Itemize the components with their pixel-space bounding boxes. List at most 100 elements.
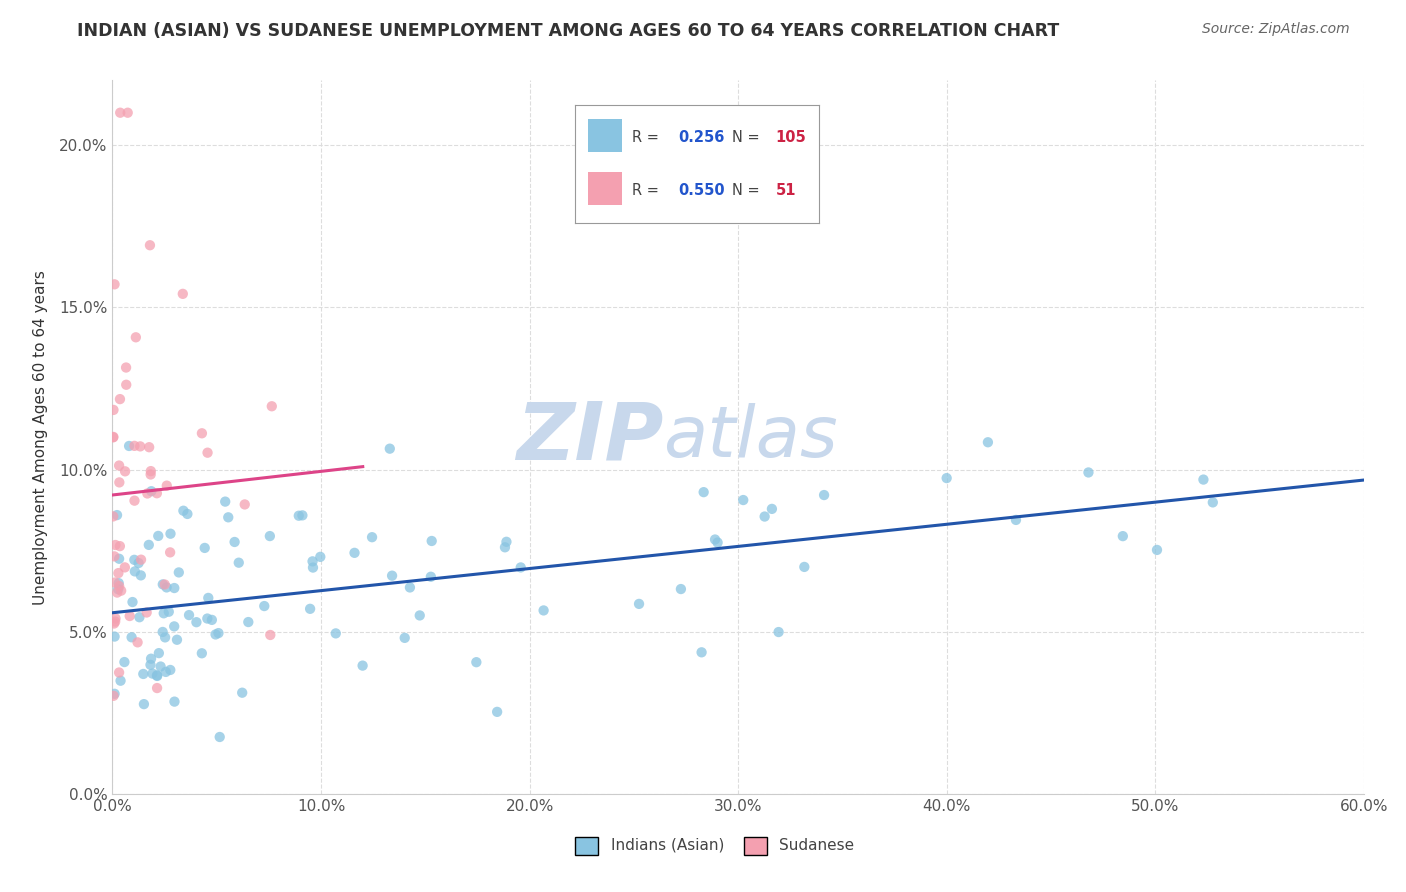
Point	[124, 565, 146, 579]
Text: Source: ZipAtlas.com: Source: ZipAtlas.com	[1202, 22, 1350, 37]
Point	[163, 581, 186, 595]
Point	[124, 439, 146, 453]
Point	[146, 668, 169, 682]
Point	[129, 552, 152, 566]
Point	[259, 628, 281, 642]
Point	[124, 553, 146, 567]
Point	[157, 605, 180, 619]
Point	[112, 655, 135, 669]
Point	[813, 488, 835, 502]
Point	[118, 609, 141, 624]
Point	[176, 507, 198, 521]
Point	[125, 330, 148, 344]
Point	[197, 591, 219, 605]
Point	[146, 486, 169, 500]
Text: atlas: atlas	[664, 402, 838, 472]
Point	[149, 659, 172, 673]
Point	[669, 582, 692, 596]
Point	[108, 551, 131, 566]
Point	[509, 560, 531, 574]
Point	[153, 631, 176, 645]
Point	[159, 545, 181, 559]
Point	[108, 665, 131, 680]
Point	[146, 669, 169, 683]
Point	[128, 610, 150, 624]
Point	[172, 504, 194, 518]
Point	[117, 105, 139, 120]
Point	[129, 568, 152, 582]
Point	[172, 286, 194, 301]
Point	[204, 627, 226, 641]
Point	[419, 570, 441, 584]
Point	[121, 630, 143, 644]
Point	[217, 510, 239, 524]
Point	[107, 566, 129, 580]
Point	[301, 554, 323, 568]
Point	[186, 615, 208, 630]
Point	[108, 105, 131, 120]
Point	[486, 705, 509, 719]
Point	[177, 608, 200, 623]
Point	[108, 539, 131, 553]
Point	[233, 498, 256, 512]
Point	[103, 403, 125, 417]
Point	[628, 597, 651, 611]
Point	[101, 430, 124, 444]
Point	[420, 533, 443, 548]
Point	[104, 538, 127, 552]
Point	[153, 577, 176, 591]
Point	[108, 458, 131, 473]
Point	[228, 556, 250, 570]
Point	[139, 467, 162, 482]
Point	[191, 426, 214, 441]
Point	[761, 502, 783, 516]
Point	[159, 663, 181, 677]
Point	[197, 446, 219, 460]
Point	[152, 577, 174, 591]
Point	[146, 681, 169, 695]
Point	[309, 549, 332, 564]
Point	[754, 509, 776, 524]
Point	[141, 666, 163, 681]
Point	[201, 613, 224, 627]
Point	[139, 238, 162, 252]
Point	[103, 277, 125, 292]
Point	[733, 493, 755, 508]
Point	[495, 534, 517, 549]
Point	[260, 399, 283, 413]
Point	[163, 619, 186, 633]
Point	[152, 607, 174, 621]
Point	[129, 439, 152, 453]
Point	[325, 626, 347, 640]
Point	[224, 535, 246, 549]
Point	[108, 392, 131, 406]
Point	[302, 560, 325, 574]
Point	[394, 631, 416, 645]
Point	[690, 645, 713, 659]
Point	[118, 439, 141, 453]
Point	[399, 581, 422, 595]
Point	[105, 585, 128, 599]
Point	[207, 626, 229, 640]
Point	[1005, 513, 1028, 527]
Point	[214, 494, 236, 508]
Point	[288, 508, 311, 523]
Point	[127, 635, 149, 649]
Point	[103, 430, 125, 444]
Point	[115, 360, 138, 375]
Point	[135, 606, 157, 620]
Text: Indians (Asian): Indians (Asian)	[610, 838, 724, 853]
Point	[138, 538, 160, 552]
Point	[105, 508, 128, 522]
Point	[104, 615, 127, 629]
Point	[1112, 529, 1135, 543]
Point	[1202, 495, 1225, 509]
Point	[378, 442, 401, 456]
Point	[148, 646, 170, 660]
Point	[1192, 473, 1215, 487]
Point	[139, 651, 162, 665]
Point	[1146, 543, 1168, 558]
Point	[299, 602, 322, 616]
Point	[977, 435, 1000, 450]
Point	[114, 560, 136, 574]
